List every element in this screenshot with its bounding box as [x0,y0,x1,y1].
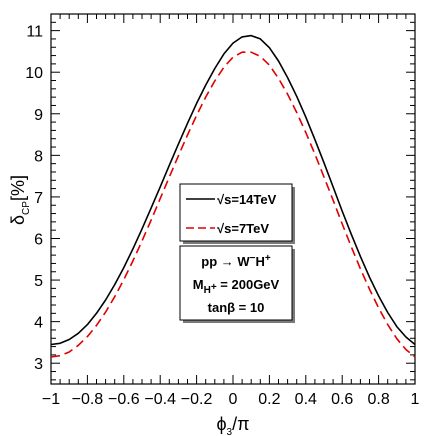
x-tick-label: 1 [411,391,420,408]
y-tick-label: 9 [34,107,43,124]
legend: √s=14TeV √s=7TeV [179,183,295,244]
y-tick-label: 6 [34,231,43,248]
x-tick-label: 0.6 [331,391,353,408]
series-line-0 [50,34,416,346]
y-tick-label: 7 [34,190,43,207]
series-line-1 [50,51,416,358]
x-tick-label: −0.2 [181,391,213,408]
series-lines [50,34,416,358]
y-tick-labels: 3 4 5 6 7 8 9 10 11 [25,24,43,374]
x-tick-label: 0.8 [367,391,389,408]
x-tick-label: −0.4 [144,391,176,408]
process-info-box: pp → W−H+ MH+ = 200GeV tanβ = 10 [179,245,295,323]
process-label: pp → W−H+ [201,253,271,269]
x-tick-label: 0 [229,391,238,408]
y-axis-title: δCP[%] [8,175,32,225]
info-box [179,245,293,321]
y-tick-label: 3 [34,356,43,373]
x-tick-label: −1 [42,391,60,408]
legend-label-14tev: √s=14TeV [217,192,277,207]
legend-label-7tev: √s=7TeV [217,221,269,236]
x-tick-label: 0.2 [258,391,280,408]
y-tick-label: 5 [34,273,43,290]
x-tick-label: −0.6 [108,391,140,408]
tanbeta-label: tanβ = 10 [208,300,265,315]
y-tick-label: 8 [34,148,43,165]
x-tick-label: −0.8 [72,391,104,408]
x-axis-title: ϕ3/π [216,414,249,436]
y-tick-label: 11 [26,24,43,41]
x-tick-label: 0.4 [295,391,317,408]
x-tick-labels: −1 −0.8 −0.6 −0.4 −0.2 0 0.2 0.4 0.6 0.8 1 [42,391,420,408]
y-tick-label: 10 [25,65,43,82]
y-tick-label: 4 [34,315,43,332]
axis-ticks [50,13,416,384]
mass-label: MH+ = 200GeV [193,277,280,296]
legend-box [179,183,293,242]
